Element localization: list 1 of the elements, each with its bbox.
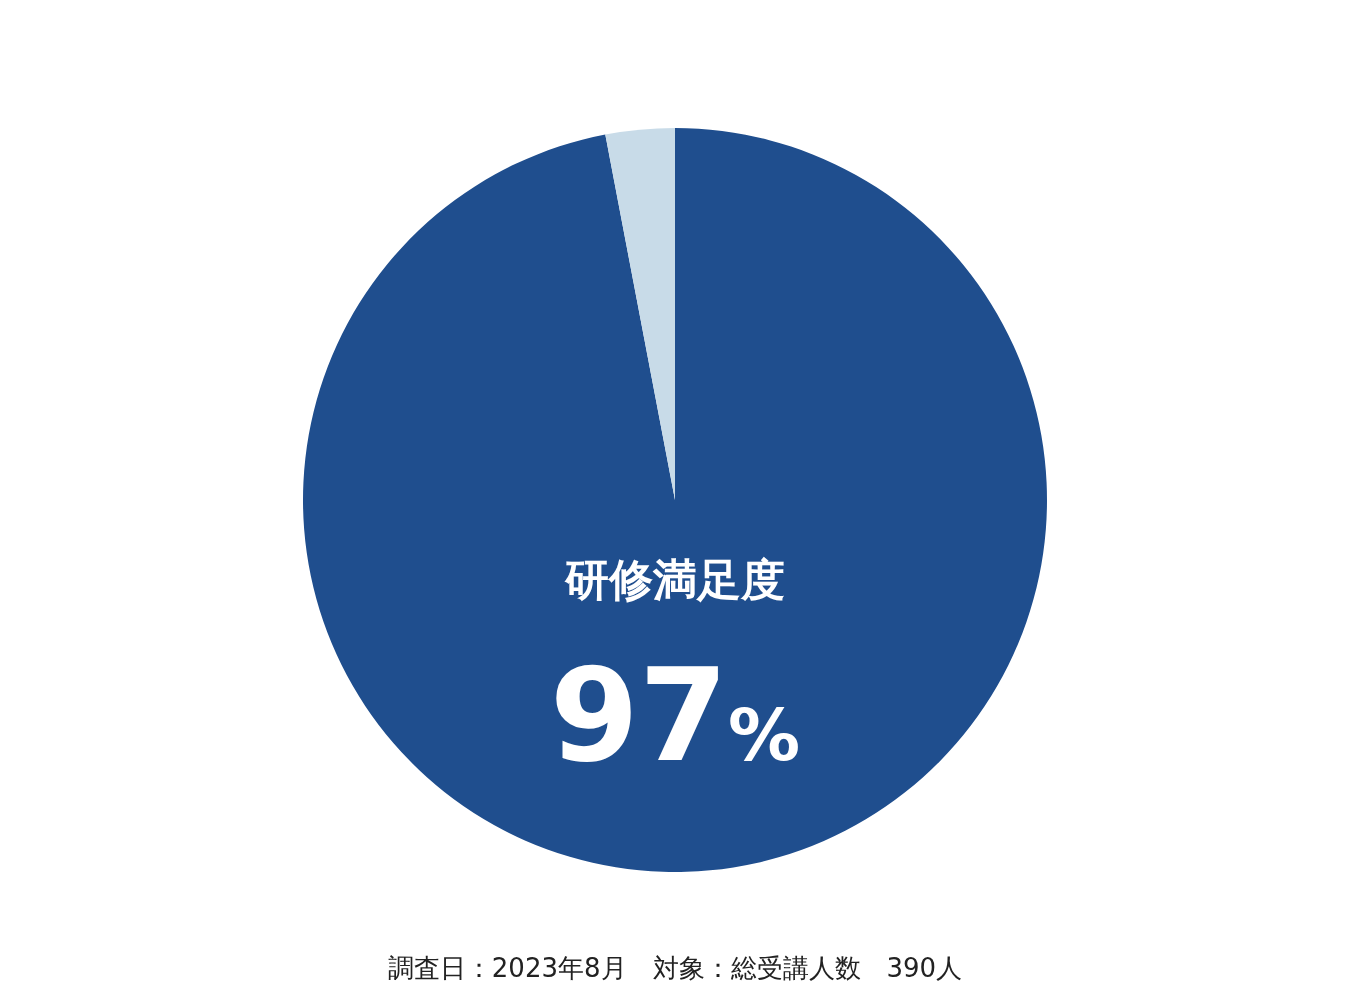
annotation: 調査日：2023年8月 対象：総受講人数 390人 — [387, 953, 963, 983]
